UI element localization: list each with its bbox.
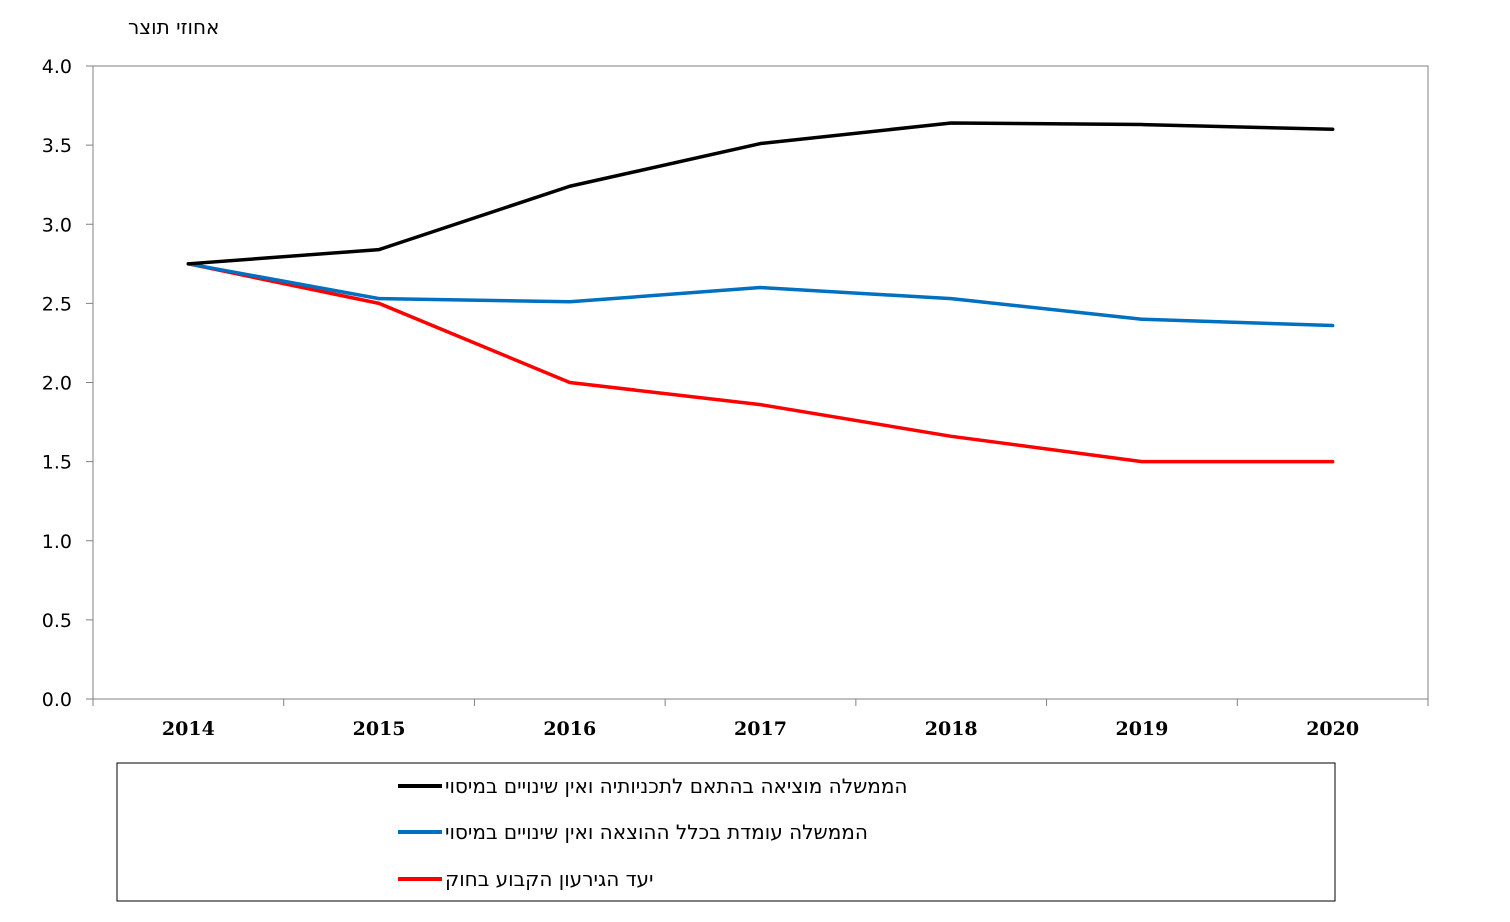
series-lines (186, 121, 1335, 464)
legend-label: יעד הגירעון הקבוע בחוק (445, 867, 654, 891)
x-tick-label: 2017 (734, 718, 787, 740)
series-line-3 (186, 262, 1335, 464)
y-tick-label: 1.0 (42, 531, 72, 553)
y-tick-label: 2.5 (42, 293, 72, 315)
legend-label: הממשלה עומדת בכלל ההוצאה ואין שינויים במ… (445, 820, 868, 844)
legend-box (116, 762, 1336, 902)
y-tick-label: 4.0 (42, 56, 72, 78)
x-tick-label: 2016 (543, 718, 596, 740)
series-line-2 (186, 262, 1335, 328)
y-axis: 0.0 0.5 1.0 1.5 2.0 2.5 3.0 3.5 4.0 (42, 56, 93, 711)
y-axis-label: אחוזי תוצר (128, 15, 219, 39)
y-tick-label: 1.5 (42, 452, 72, 474)
y-tick-label: 3.0 (42, 214, 72, 236)
legend-label: הממשלה מוציאה בהתאם לתכניותיה ואין שינוי… (445, 774, 907, 798)
legend: הממשלה מוציאה בהתאם לתכניותיה ואין שינוי… (116, 762, 1336, 902)
x-tick-label: 2018 (925, 718, 978, 740)
y-tick-label: 3.5 (42, 135, 72, 157)
legend-items: הממשלה מוציאה בהתאם לתכניותיה ואין שינוי… (398, 774, 907, 891)
y-tick-label: 0.0 (42, 689, 72, 711)
x-tick-label: 2014 (162, 718, 215, 740)
x-axis: 2014 2015 2016 2017 2018 2019 2020 (92, 699, 1429, 740)
plot-area (92, 65, 1429, 700)
y-tick-label: 0.5 (42, 610, 72, 632)
x-tick-label: 2019 (1115, 718, 1168, 740)
x-tick-label: 2020 (1306, 718, 1359, 740)
y-tick-label: 2.0 (42, 373, 72, 395)
x-tick-label: 2015 (353, 718, 406, 740)
series-line-1 (186, 121, 1335, 266)
